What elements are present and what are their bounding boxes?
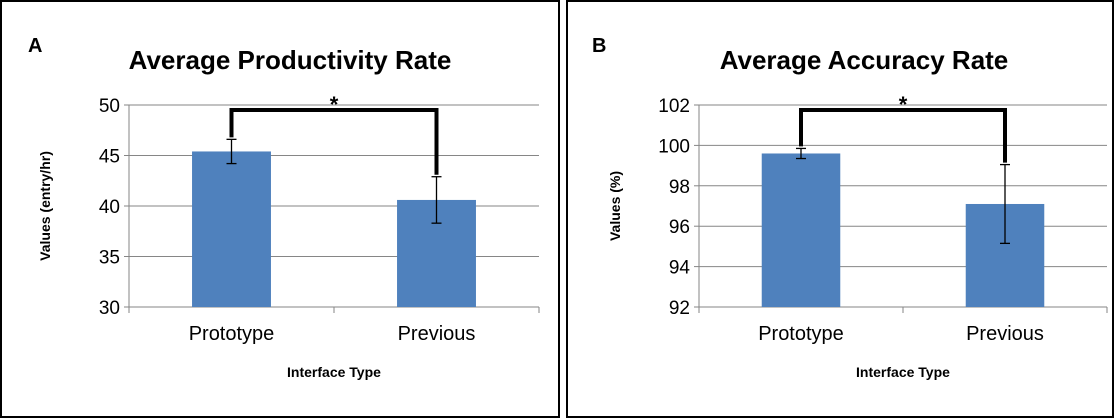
chart-b-y-tick-label: 102 [658, 96, 690, 117]
chart-a-x-tick-label: Previous [398, 323, 476, 345]
chart-b-title: Average Accuracy Rate [720, 45, 1009, 75]
chart-a-y-tick-label: 50 [99, 96, 120, 117]
chart-a-y-tick-label: 40 [99, 197, 120, 218]
chart-a-significance-bracket [229, 108, 439, 175]
chart-a-y-tick-label: 30 [99, 298, 120, 319]
chart-b-y-tick-label: 98 [669, 177, 690, 198]
chart-b-bar [761, 153, 841, 307]
chart-a-x-axis-title: Interface Type [287, 364, 381, 380]
chart-panel-a: A Average Productivity Rate 30 35 40 45 50 Prot… [0, 0, 560, 418]
chart-b-x-axis-title: Interface Type [856, 364, 950, 380]
chart-b-svg: B Average Accuracy Rate 92 94 96 98 100 102 Prot… [592, 35, 1108, 380]
chart-b-y-tick-label: 94 [669, 258, 691, 279]
chart-a-y-tick-label: 35 [99, 248, 120, 269]
chart-b-y-tick-label: 100 [658, 136, 690, 157]
chart-a-bar [192, 151, 271, 307]
chart-b-significance-label: * [899, 92, 908, 117]
chart-a-svg: A Average Productivity Rate 30 35 40 45 50 Prot… [28, 35, 540, 380]
chart-b-y-tick-label: 92 [669, 298, 690, 319]
chart-b-y-tick-label: 96 [669, 217, 690, 238]
chart-b-y-axis-title: Values (%) [607, 171, 623, 241]
chart-b-x-tick-label: Previous [966, 323, 1044, 345]
chart-panel-b: B Average Accuracy Rate 92 94 96 98 100 102 Prot… [566, 0, 1114, 418]
chart-a-title: Average Productivity Rate [129, 45, 452, 75]
chart-a-y-tick-label: 45 [99, 147, 120, 168]
chart-b-panel-letter: B [592, 35, 606, 57]
chart-a-y-axis-title: Values (entry/hr) [37, 151, 53, 261]
chart-a-significance-label: * [330, 92, 339, 117]
chart-b-x-tick-label: Prototype [758, 323, 844, 345]
chart-a-x-tick-label: Prototype [189, 323, 275, 345]
chart-a-panel-letter: A [28, 35, 42, 57]
chart-b-significance-bracket [799, 108, 1007, 163]
